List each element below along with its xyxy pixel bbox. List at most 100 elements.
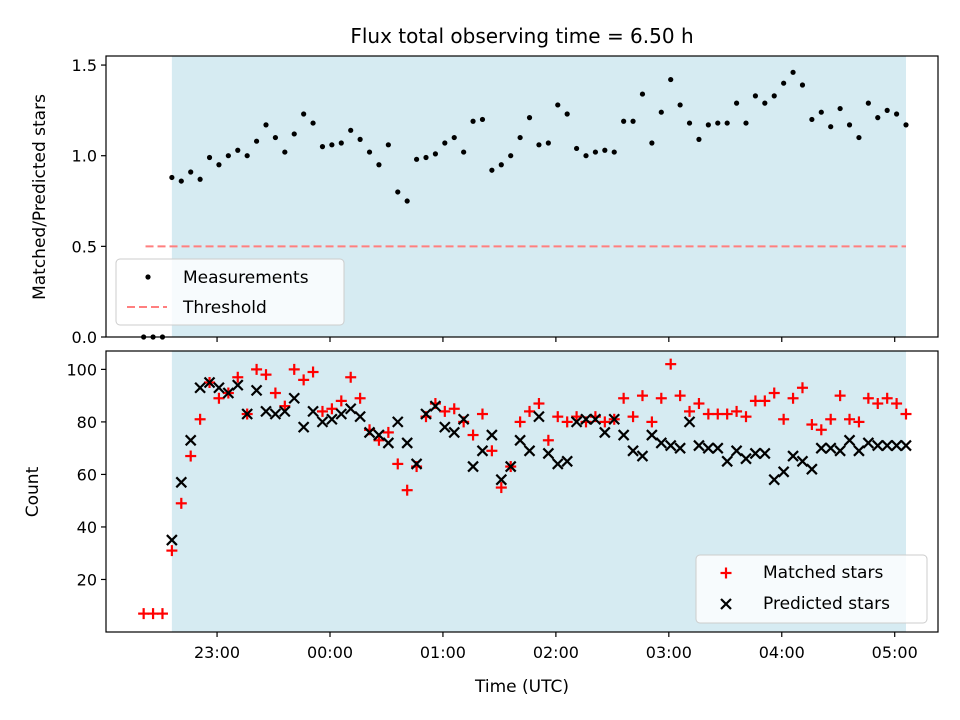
- matched-star-point: [279, 400, 291, 412]
- measurement-point: [329, 142, 335, 148]
- predicted-star-point: [514, 434, 526, 447]
- predicted-star-point: [646, 429, 658, 441]
- measurement-point: [799, 82, 806, 88]
- matched-star-point: [834, 390, 846, 402]
- predicted-star-point: [768, 473, 781, 486]
- predicted-star-point: [721, 455, 733, 468]
- predicted-star-point: [561, 455, 573, 468]
- predicted-star-point: [533, 410, 545, 423]
- matched-star-point: [345, 371, 357, 383]
- matched-star-point: [749, 395, 761, 407]
- y-tick-label: 0.0: [72, 328, 97, 347]
- measurement-point: [451, 134, 457, 141]
- measurement-point: [197, 176, 203, 182]
- y-tick-label: 0.5: [72, 237, 97, 256]
- measurement-point: [639, 91, 646, 97]
- predicted-star-point: [871, 439, 884, 452]
- predicted-star-point: [599, 426, 611, 439]
- predicted-star-point: [467, 460, 479, 473]
- matched-star-point: [533, 398, 545, 410]
- measurement-point: [677, 102, 683, 108]
- matched-star-point: [260, 369, 272, 381]
- measurement-point: [244, 153, 250, 159]
- matched-star-point: [561, 416, 573, 428]
- legend-measurement-marker: [145, 274, 151, 280]
- predicted-star-point: [373, 429, 385, 441]
- measurement-point: [545, 140, 551, 146]
- top-panel: 0.0 0.5 1.0 1.5 Matched/Predicted stars Mea…: [30, 55, 939, 347]
- bottom-x-ticks: 23:00 00:00 01:00 02:00 03:00 04:00 05:00: [194, 632, 918, 662]
- matched-star-point: [382, 426, 394, 438]
- measurement-point: [743, 120, 749, 126]
- matched-star-point: [514, 416, 526, 428]
- top-axes-frame: [105, 55, 939, 338]
- legend-x-glyph: [720, 598, 732, 610]
- predicted-star-point: [504, 460, 517, 473]
- matched-star-point: [872, 398, 884, 410]
- matched-star-point: [288, 363, 300, 375]
- x-tick-label: 23:00: [194, 643, 240, 662]
- measurement-point: [206, 154, 213, 161]
- predicted-star-point: [203, 376, 216, 389]
- predicted-star-point: [636, 450, 649, 462]
- top-legend-box: [115, 258, 345, 326]
- y-tick-label: 1.5: [72, 56, 97, 75]
- measurement-point: [752, 93, 759, 99]
- matched-star-point: [392, 458, 404, 470]
- measurement-point: [517, 134, 523, 141]
- predicted-star-point: [288, 392, 301, 405]
- matched-star-point: [806, 419, 818, 431]
- legend-threshold-label: Threshold: [182, 298, 267, 318]
- measurement-point: [225, 153, 231, 159]
- matched-star-point: [156, 608, 168, 620]
- x-tick-label: 01:00: [420, 643, 466, 662]
- measurement-point: [461, 149, 467, 155]
- measurement-point: [781, 80, 787, 86]
- predicted-star-point: [354, 410, 366, 423]
- predicted-star-point: [457, 413, 470, 426]
- measurement-point: [253, 138, 260, 144]
- matched-star-point: [778, 413, 790, 425]
- measurement-point: [169, 174, 175, 181]
- measurement-point: [413, 156, 420, 162]
- measurement-point: [319, 144, 326, 150]
- measurement-point: [470, 118, 476, 124]
- predicted-star-point: [796, 455, 809, 468]
- measurement-point: [715, 120, 721, 126]
- measurement-point: [442, 140, 448, 146]
- matched-star-point: [213, 392, 225, 404]
- matched-star-point: [674, 390, 686, 402]
- matched-star-point: [439, 405, 451, 417]
- matched-star-point: [232, 371, 244, 383]
- matched-star-point: [853, 416, 865, 428]
- measurement-point: [498, 162, 504, 168]
- predicted-star-point: [363, 426, 376, 439]
- predicted-star-point: [429, 400, 442, 412]
- measurement-point: [686, 120, 693, 126]
- top-y-ticks: 0.0 0.5 1.0 1.5: [72, 56, 106, 347]
- legend-measurements-label: Measurements: [183, 268, 309, 288]
- predicted-star-point: [711, 442, 724, 454]
- predicted-star-point: [439, 421, 451, 433]
- matched-star-point: [326, 403, 338, 415]
- measurement-point: [846, 122, 853, 128]
- predicted-star-point: [523, 445, 536, 457]
- predicted-star-point: [824, 442, 837, 454]
- top-y-axis-label: Matched/Predicted stars: [30, 94, 50, 300]
- measurement-point: [282, 149, 288, 155]
- matched-star-point: [815, 424, 827, 436]
- predicted-star-point: [213, 381, 225, 394]
- matched-star-point: [881, 392, 893, 404]
- matched-star-point: [138, 608, 150, 620]
- measurement-point: [216, 162, 222, 168]
- measurement-point: [630, 118, 636, 124]
- measurement-point: [733, 100, 740, 106]
- matched-star-point: [571, 411, 583, 423]
- measurement-point: [884, 107, 890, 113]
- predicted-star-point: [777, 466, 790, 478]
- predicted-star-point: [617, 429, 630, 441]
- measurement-point: [611, 149, 617, 155]
- x-axis-label: Time (UTC): [474, 677, 569, 697]
- y-tick-label: 1.0: [72, 147, 97, 166]
- x-tick-label: 02:00: [533, 643, 579, 662]
